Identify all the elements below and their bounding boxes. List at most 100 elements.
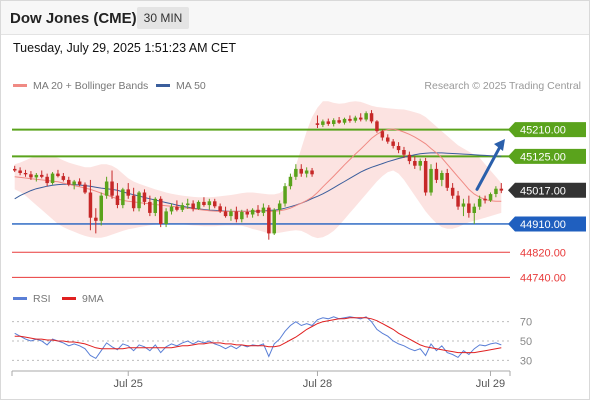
candle-body [169,206,174,212]
candle [186,198,190,209]
candle-body [353,117,358,121]
candle [234,206,239,223]
candle [256,205,260,217]
candle-body [483,198,487,201]
candle [250,208,255,218]
candle [348,115,352,123]
candle [34,173,39,182]
x-tick-label: Jul 25 [114,378,143,390]
candle [488,192,493,202]
candle-body [456,195,460,207]
candle-body [337,120,341,123]
level-label: 44910.00 [508,216,586,232]
candle-body [45,176,49,184]
candle-body [342,118,347,123]
candle [77,178,82,187]
candle [472,203,476,224]
candle [483,195,487,204]
candle [23,169,28,177]
candle-body [413,161,417,166]
candle-body [148,201,152,213]
legend-ma50-label: MA 50 [176,80,206,92]
candle [288,173,293,190]
level-label: 44820.00 [520,247,566,259]
candle [169,203,174,215]
candle-body [450,187,455,196]
candle-body [277,203,282,210]
candle-body [180,205,185,210]
bollinger-band [14,101,502,239]
candle [115,183,120,209]
candle [440,170,444,187]
candle-body [391,141,395,146]
candle-body [153,198,157,213]
candle-body [13,168,17,171]
candle [391,139,395,149]
level-label-text: 45017.00 [520,185,566,197]
candle [137,190,141,212]
candle-body [461,203,466,207]
level-label: 44740.00 [520,272,566,284]
header-bar [1,1,589,35]
candle-body [310,170,314,175]
candle [40,170,44,179]
candle [364,111,368,122]
rsi-9ma-line [14,317,502,354]
candles [13,110,504,240]
candle [218,203,222,213]
timeframe-button[interactable]: 30 MIN [137,7,189,29]
candle [142,189,147,206]
candle-body [88,192,93,218]
x-tick-label: Jul 28 [303,378,332,390]
candle-body [115,195,120,205]
candle [240,209,244,223]
candle [180,202,185,212]
candle [353,115,358,123]
candle-body [326,121,331,124]
candle-body [283,186,287,204]
candle [369,110,374,124]
candle-body [94,217,98,221]
candle-body [423,161,428,193]
candle-body [256,209,260,213]
level-label: 45125.00 [508,148,586,164]
candle-body [142,192,147,202]
level-label-tag [508,148,586,164]
rsi-panel: 70 50 30 [12,316,532,367]
candle-body [467,203,471,213]
candle [321,119,325,128]
forecast-arrow [475,139,505,191]
candle-body [445,173,449,188]
watermark-text: Research © 2025 Trading Central [424,80,581,92]
candle-body [240,212,244,220]
candle-body [50,173,55,183]
forecast-arrow-head [494,139,505,152]
candle [94,208,98,234]
candle [267,205,271,240]
candle-body [121,189,125,206]
candle [229,208,233,221]
candle [245,208,249,218]
candle-body [359,117,363,120]
candle-body [321,121,325,125]
candle-body [207,201,212,206]
candle [477,195,482,210]
candle-body [126,189,130,196]
legend-rsi-label: RSI [33,293,51,305]
candle-body [288,176,293,187]
candle-body [223,211,228,217]
candle [213,198,217,209]
candle [310,167,314,177]
candle-body [407,154,412,162]
x-tick-label: Jul 29 [476,378,505,390]
candle-body [396,146,401,151]
candle [88,179,93,231]
candle [359,113,363,122]
candle [499,183,504,194]
candle [126,183,130,199]
candle [407,151,412,165]
level-label-text: 45125.00 [520,151,566,163]
candle-body [299,168,303,174]
candle [18,167,22,176]
